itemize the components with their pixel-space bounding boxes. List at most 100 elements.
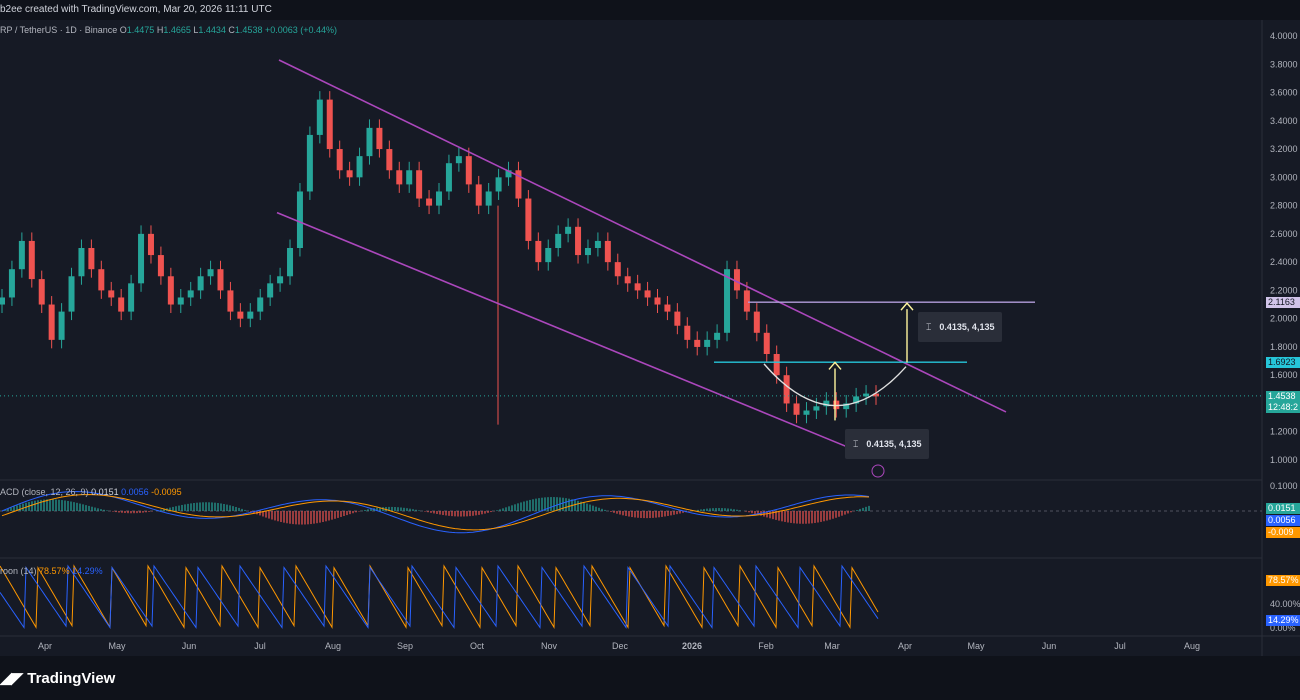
x-tick-label: Jul [254, 641, 266, 651]
x-tick-label: Mar [824, 641, 840, 651]
y-tick-label: 1.6000 [1270, 370, 1298, 380]
x-tick-label: Sep [397, 641, 413, 651]
candle-body [38, 279, 45, 305]
level-tag-upper: 2.1163 [1266, 297, 1300, 308]
candle-body [227, 290, 234, 312]
countdown-tag: 12:48:2 [1266, 402, 1300, 413]
candle-body [207, 269, 214, 277]
macd-tick-label: 0.1000 [1270, 481, 1298, 491]
open-label: O [119, 25, 127, 35]
x-tick-label: Aug [1184, 641, 1200, 651]
macd-tag-2: 0.0056 [1266, 515, 1300, 526]
aroon-down-line [0, 564, 879, 630]
candle-body [88, 248, 95, 270]
candle-body [267, 283, 274, 298]
aroon-tick-label: 40.00% [1270, 599, 1300, 609]
y-tick-label: 2.2000 [1270, 285, 1298, 295]
candle-body [545, 248, 552, 263]
aroon-legend[interactable]: roon (14) 78.57% 14.29% [0, 566, 103, 576]
snapshot-caption: b2ee created with TradingView.com, Mar 2… [0, 4, 272, 15]
candle-body [743, 290, 750, 312]
upper-channel-line [278, 59, 1007, 413]
candle-body [247, 311, 254, 319]
candle-body [157, 255, 164, 277]
candle-body [138, 233, 145, 284]
x-tick-label: 2026 [682, 641, 702, 651]
candle-body [78, 248, 85, 277]
candle-body [644, 290, 651, 298]
candle-body [704, 339, 711, 347]
x-tick-label: Feb [758, 641, 774, 651]
y-tick-label: 3.4000 [1270, 116, 1298, 126]
close-label: C [228, 25, 235, 35]
candle-body [296, 191, 303, 248]
y-tick-label: 3.8000 [1270, 59, 1298, 69]
macd-label: ACD (close, 12, 26, 9) [0, 487, 89, 497]
candle-body [594, 240, 601, 248]
candle-body [853, 396, 860, 404]
candle-body [287, 248, 294, 277]
candle-body [68, 276, 75, 312]
candle-body [793, 403, 800, 415]
ruler-icon: ⌶ [853, 439, 859, 449]
x-tick-label: Jun [182, 641, 197, 651]
candle-body [664, 304, 671, 312]
candle-body [58, 311, 65, 340]
candle-body [197, 276, 204, 291]
candle-body [465, 156, 472, 185]
candle-body [128, 283, 135, 312]
candle-body [277, 276, 284, 284]
candle-body [694, 339, 701, 347]
candle-body [167, 276, 174, 305]
candle-body [445, 163, 452, 192]
tv-mark-icon: ◢◤ [0, 670, 24, 687]
candle-body [177, 297, 184, 305]
level-tag-mid: 1.6923 [1266, 357, 1300, 368]
candle-body [187, 290, 194, 298]
candle-body [495, 177, 502, 192]
aroon-label: roon (14) [0, 566, 37, 576]
candle-body [505, 170, 512, 178]
symbol-name: RP / TetherUS · 1D · Binance [0, 25, 118, 35]
candle-body [634, 283, 641, 291]
candle-body [306, 134, 313, 192]
candle-body [863, 393, 870, 397]
high-label: H [156, 25, 164, 35]
candle-body [406, 170, 413, 185]
candle-body [436, 191, 442, 206]
x-tick-label: Jul [1114, 641, 1126, 651]
candle-body [426, 198, 433, 206]
measure-label-lower[interactable]: ⌶ 0.4135, 4,135 [845, 429, 930, 459]
candle-body [714, 332, 721, 340]
aroon-tag-up: 78.57% [1266, 575, 1300, 586]
candle-body [843, 403, 850, 410]
candle-body [376, 127, 383, 150]
candle-body [525, 198, 532, 241]
candle-body [475, 184, 482, 206]
measure-label-upper[interactable]: ⌶ 0.4135, 4,135 [918, 312, 1003, 342]
candle-body [485, 191, 492, 206]
candle-body [535, 240, 542, 263]
change-value: +0.0063 (+0.44%) [264, 25, 338, 35]
candle-body [733, 269, 740, 291]
tradingview-logo: ◢◤ TradingView [0, 669, 115, 687]
macd-legend[interactable]: ACD (close, 12, 26, 9) 0.0151 0.0056 -0.… [0, 487, 182, 497]
y-tick-label: 3.2000 [1270, 144, 1298, 154]
y-tick-label: 3.0000 [1270, 172, 1298, 182]
snapshot-header: b2ee created with TradingView.com, Mar 2… [0, 0, 1300, 20]
y-tick-label: 1.0000 [1270, 455, 1298, 465]
last-price-tag: 1.4538 [1266, 391, 1300, 402]
x-tick-label: May [108, 641, 126, 651]
y-tick-label: 2.0000 [1270, 314, 1298, 324]
candle-body [396, 170, 403, 185]
candle-body [515, 170, 522, 199]
macd-tag-3: -0.009 [1266, 527, 1300, 538]
y-tick-label: 2.8000 [1270, 201, 1298, 211]
candle-body [386, 149, 393, 171]
low-value: 1.4434 [198, 25, 226, 35]
candle-body [366, 127, 373, 157]
candle-body [565, 226, 572, 234]
macd-tag-1: 0.0151 [1266, 503, 1300, 514]
